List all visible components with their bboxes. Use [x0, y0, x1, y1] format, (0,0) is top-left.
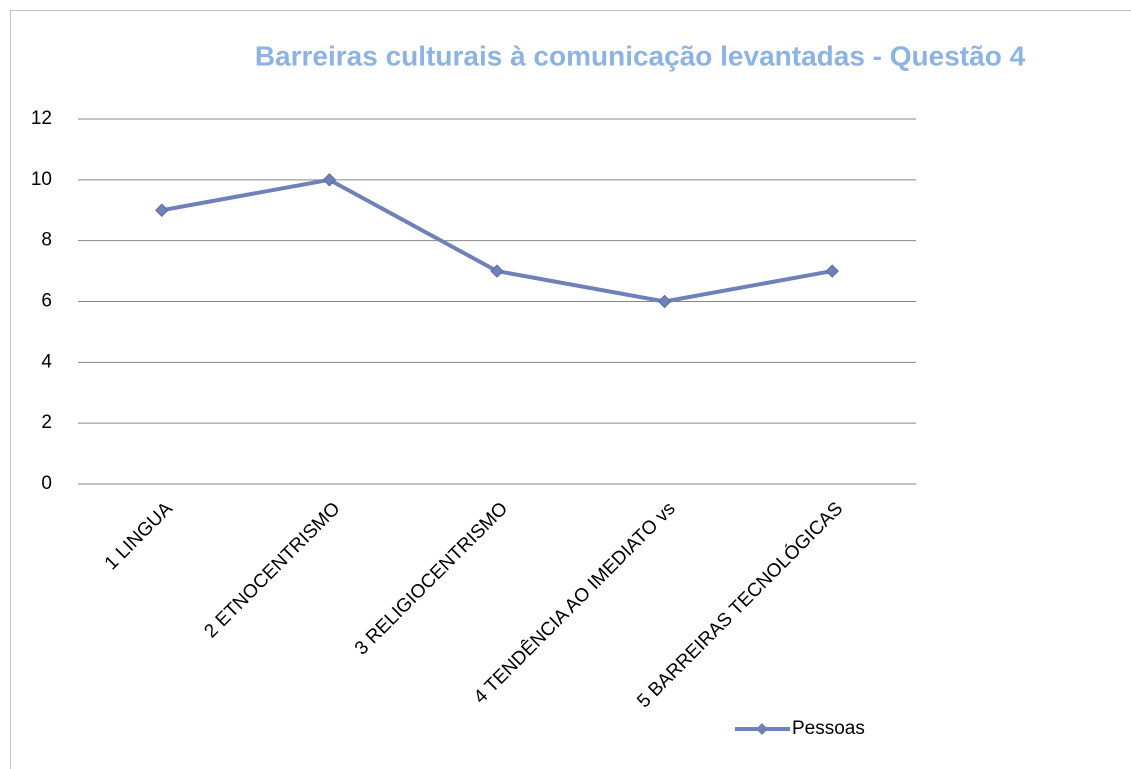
y-tick-label: 0 — [41, 473, 52, 494]
chart-border — [10, 10, 1131, 769]
y-tick-label: 6 — [41, 291, 52, 312]
point-marker — [155, 203, 169, 217]
point-marker — [322, 173, 337, 187]
point-marker — [825, 264, 839, 278]
y-tick-label: 10 — [31, 169, 52, 190]
legend-marker — [756, 723, 768, 735]
y-tick-label: 4 — [41, 351, 52, 372]
y-tick-label: 2 — [41, 412, 52, 433]
point-marker — [490, 264, 504, 278]
y-tick-label: 8 — [41, 230, 52, 251]
legend-label: Pessoas — [792, 718, 865, 739]
point-marker — [657, 294, 672, 309]
chart-title: Barreiras culturais à comunicação levant… — [255, 40, 1026, 71]
y-tick-label: 12 — [31, 108, 52, 129]
